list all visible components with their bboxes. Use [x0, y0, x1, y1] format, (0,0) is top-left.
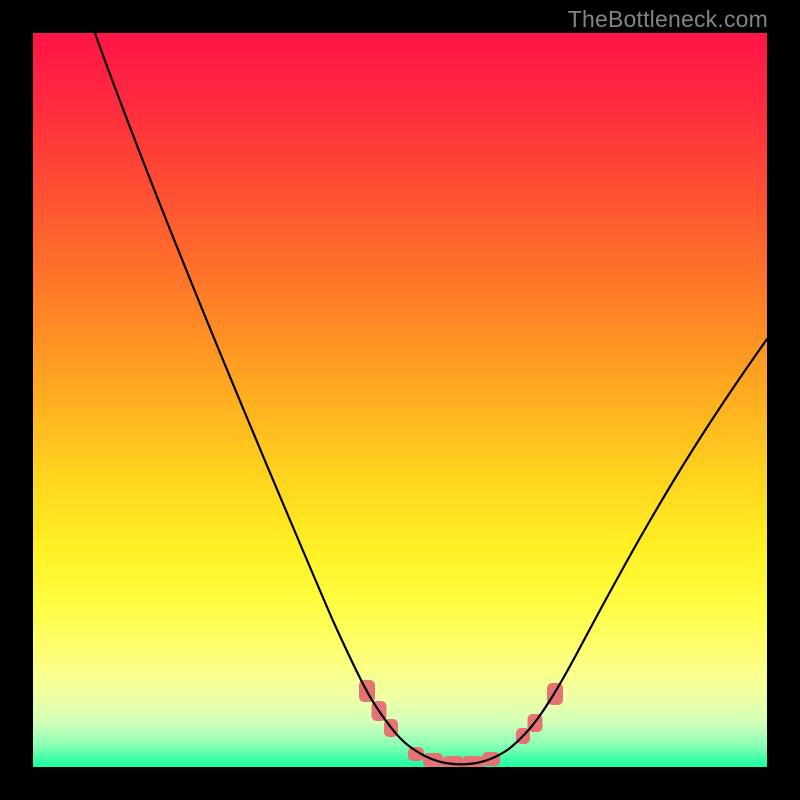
watermark-text: TheBottleneck.com — [568, 6, 768, 33]
chart-overlay — [33, 33, 767, 767]
plot-area — [33, 33, 767, 767]
chart-stage: TheBottleneck.com — [0, 0, 800, 800]
bottleneck-curve — [95, 33, 767, 764]
marker-group — [359, 680, 563, 767]
